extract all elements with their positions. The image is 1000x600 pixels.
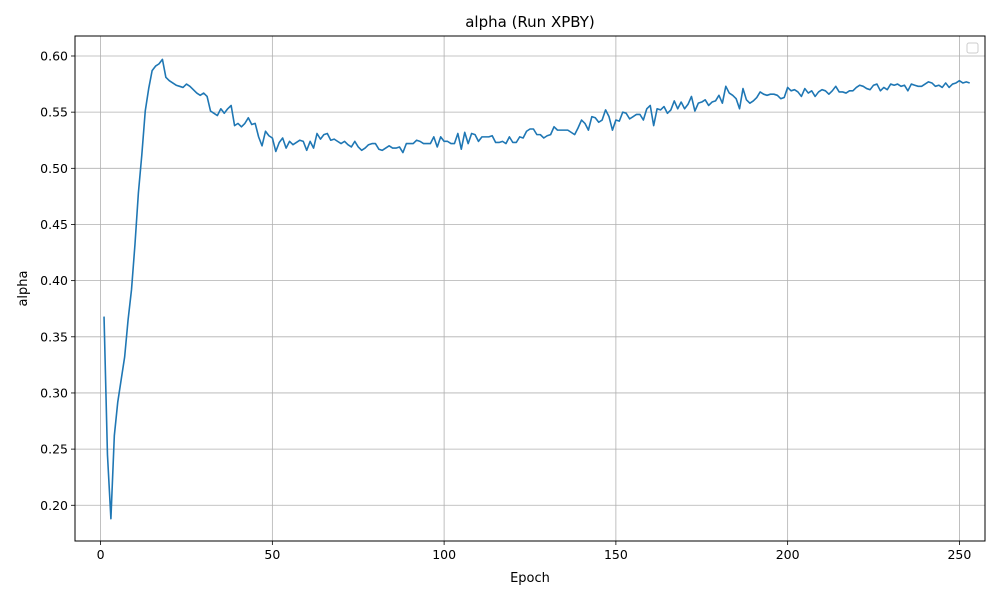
x-tick-label-3: 150 — [604, 547, 628, 562]
x-axis-label: Epoch — [510, 571, 550, 586]
y-tick-label-0: 0.20 — [40, 498, 68, 513]
y-tick-label-7: 0.55 — [40, 105, 68, 120]
y-tick-label-6: 0.50 — [40, 161, 68, 176]
x-tick-label-1: 50 — [264, 547, 280, 562]
x-tick-label-2: 100 — [432, 547, 456, 562]
x-tick-label-5: 250 — [947, 547, 971, 562]
y-tick-label-3: 0.35 — [40, 329, 68, 344]
y-tick-label-8: 0.60 — [40, 48, 68, 63]
series-line-0 — [103, 58, 970, 520]
y-tick-label-5: 0.45 — [40, 217, 68, 232]
y-tick-label-1: 0.25 — [40, 442, 68, 457]
x-axis-ticks: 0 50 100 150 200 250 — [97, 541, 971, 562]
chart-title: alpha (Run XPBY) — [465, 13, 595, 31]
y-axis-label: alpha — [16, 270, 31, 306]
x-tick-label-4: 200 — [776, 547, 800, 562]
grid — [75, 36, 985, 541]
y-tick-label-4: 0.40 — [40, 273, 68, 288]
legend-box — [966, 42, 979, 54]
y-tick-label-2: 0.30 — [40, 385, 68, 400]
axes-frame — [74, 35, 986, 542]
y-axis-ticks: 0.20 0.25 0.30 0.35 0.40 0.45 0.50 0.55 0.60 — [40, 48, 75, 513]
x-tick-label-0: 0 — [97, 547, 105, 562]
series-group — [103, 58, 970, 520]
